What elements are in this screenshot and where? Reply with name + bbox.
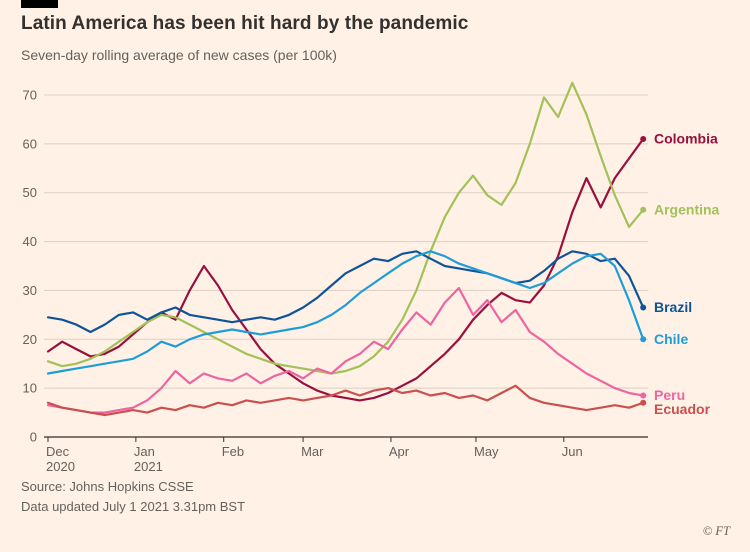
chart-title: Latin America has been hit hard by the p… <box>21 13 469 34</box>
ft-top-bar <box>21 0 58 8</box>
series-line-chile <box>46 250 645 375</box>
x-tick-label: Feb <box>222 444 244 459</box>
series-line-ecuador <box>46 384 645 417</box>
series-endpoint-peru <box>640 392 647 399</box>
series-label-peru: Peru <box>654 387 685 403</box>
series-line-brazil <box>46 250 645 334</box>
series-endpoint-colombia <box>640 136 647 142</box>
x-tick-year-label: 2021 <box>134 459 163 474</box>
y-tick-label: 50 <box>23 185 37 200</box>
y-tick-label: 60 <box>23 136 37 151</box>
series-endpoint-argentina <box>640 206 647 213</box>
y-tick-label: 30 <box>23 283 37 298</box>
ft-copyright: © FT <box>702 524 730 538</box>
series-label-chile: Chile <box>654 331 688 347</box>
series-line-peru <box>46 286 645 414</box>
x-tick-label: Apr <box>389 444 410 459</box>
series-endpoint-ecuador <box>640 399 647 406</box>
y-tick-label: 40 <box>23 234 37 249</box>
y-tick-label: 20 <box>23 332 37 347</box>
y-tick-label: 10 <box>23 381 37 396</box>
series-endpoint-brazil <box>640 304 647 311</box>
series-label-ecuador: Ecuador <box>654 401 711 417</box>
series-label-argentina: Argentina <box>654 201 720 217</box>
x-tick-label: May <box>474 444 499 459</box>
updated-line: Data updated July 1 2021 3.31pm BST <box>21 499 246 514</box>
x-tick-label: Mar <box>301 444 324 459</box>
series-line-argentina <box>46 81 645 375</box>
x-tick-label: Jun <box>562 444 583 459</box>
y-tick-label: 70 <box>23 88 37 103</box>
source-line: Source: Johns Hopkins CSSE <box>21 479 194 494</box>
x-tick-label: Jan <box>134 444 155 459</box>
x-tick-label: Dec <box>46 444 70 459</box>
series-endpoint-chile <box>640 336 647 343</box>
x-tick-year-label: 2020 <box>46 459 75 474</box>
chart-subtitle: Seven-day rolling average of new cases (… <box>21 47 337 63</box>
series-label-brazil: Brazil <box>654 299 692 315</box>
series-label-colombia: Colombia <box>654 131 718 147</box>
y-tick-label: 0 <box>30 430 37 445</box>
